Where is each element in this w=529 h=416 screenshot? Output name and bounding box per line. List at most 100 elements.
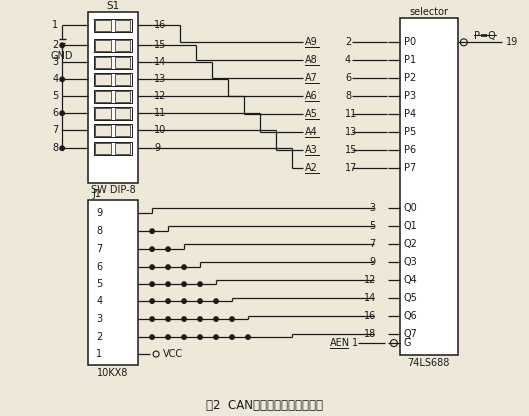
Text: 11: 11 [345,109,357,119]
Text: 4: 4 [345,55,351,65]
Text: 3: 3 [52,57,58,67]
Bar [88,200,138,365]
Text: 15: 15 [154,40,167,50]
Circle shape [166,317,170,321]
Bar [94,124,132,137]
Text: 2: 2 [52,40,58,50]
Circle shape [166,247,170,251]
Bar [88,12,138,183]
Circle shape [60,77,65,82]
Text: P2: P2 [404,73,416,83]
Bar [95,40,112,51]
Circle shape [150,265,154,269]
Text: 8: 8 [52,143,58,153]
Bar [95,57,112,68]
Text: 1: 1 [352,338,358,348]
Text: A7: A7 [305,73,318,83]
Text: Q0: Q0 [404,203,417,213]
Text: selector: selector [409,7,449,17]
Text: 16: 16 [363,311,376,321]
Bar [95,74,112,85]
Text: 3: 3 [370,203,376,213]
Circle shape [214,317,218,321]
Text: 2: 2 [96,332,103,342]
Text: AEN: AEN [330,338,350,348]
Circle shape [150,282,154,286]
Text: SW DIP-8: SW DIP-8 [91,185,135,195]
Bar [400,18,458,355]
Bar [95,108,112,119]
Text: 8: 8 [96,226,102,236]
Text: 8: 8 [345,91,351,101]
Bar [115,143,130,154]
Circle shape [182,265,186,269]
Text: P3: P3 [404,91,416,101]
Text: 4: 4 [96,296,102,306]
Text: Q4: Q4 [404,275,417,285]
Bar [115,74,130,85]
Text: P5: P5 [404,127,416,137]
Text: P7: P7 [404,163,416,173]
Text: 9: 9 [370,257,376,267]
Text: 11: 11 [154,108,166,118]
Circle shape [150,247,154,251]
Text: 18: 18 [363,329,376,339]
Circle shape [198,317,202,321]
Bar [94,39,132,52]
Bar [115,125,130,136]
Circle shape [182,299,186,303]
Circle shape [230,335,234,339]
Circle shape [150,229,154,233]
Text: 6: 6 [345,73,351,83]
Bar [95,91,112,102]
Bar [95,20,112,31]
Circle shape [198,335,202,339]
Circle shape [60,146,65,151]
Circle shape [246,335,250,339]
Text: GND: GND [51,51,74,61]
Bar [115,20,130,31]
Circle shape [166,265,170,269]
Bar [94,56,132,69]
Bar [115,57,130,68]
Bar [94,73,132,86]
Text: 13: 13 [345,127,357,137]
Bar [94,19,132,32]
Circle shape [150,317,154,321]
Text: Q5: Q5 [404,293,418,303]
Text: P1: P1 [404,55,416,65]
Text: VCC: VCC [163,349,183,359]
Text: A5: A5 [305,109,318,119]
Text: P=Q: P=Q [474,31,496,41]
Text: Q1: Q1 [404,221,417,231]
Circle shape [214,299,218,303]
Text: 7: 7 [52,125,58,135]
Text: 5: 5 [52,91,58,101]
Circle shape [60,43,65,47]
Text: 9: 9 [96,208,102,218]
Text: 7: 7 [370,239,376,249]
Text: 3: 3 [96,314,102,324]
Text: 17: 17 [345,163,357,173]
Text: 5: 5 [370,221,376,231]
Bar [94,142,132,155]
Bar [95,143,112,154]
Text: 图2  CAN适配卡基地址译码电路: 图2 CAN适配卡基地址译码电路 [205,399,323,411]
Text: 6: 6 [52,108,58,118]
Text: P0: P0 [404,37,416,47]
Bar [115,40,130,51]
Text: A2: A2 [305,163,318,173]
Text: A4: A4 [305,127,318,137]
Circle shape [230,317,234,321]
Text: G̅: G̅ [404,338,412,348]
Text: A9: A9 [305,37,318,47]
Text: 5: 5 [96,279,103,289]
Text: A3: A3 [305,145,318,155]
Text: Q2: Q2 [404,239,418,249]
Text: 6: 6 [96,262,102,272]
Circle shape [214,335,218,339]
Bar [94,107,132,120]
Text: 19: 19 [506,37,518,47]
Text: 12: 12 [363,275,376,285]
Circle shape [198,282,202,286]
